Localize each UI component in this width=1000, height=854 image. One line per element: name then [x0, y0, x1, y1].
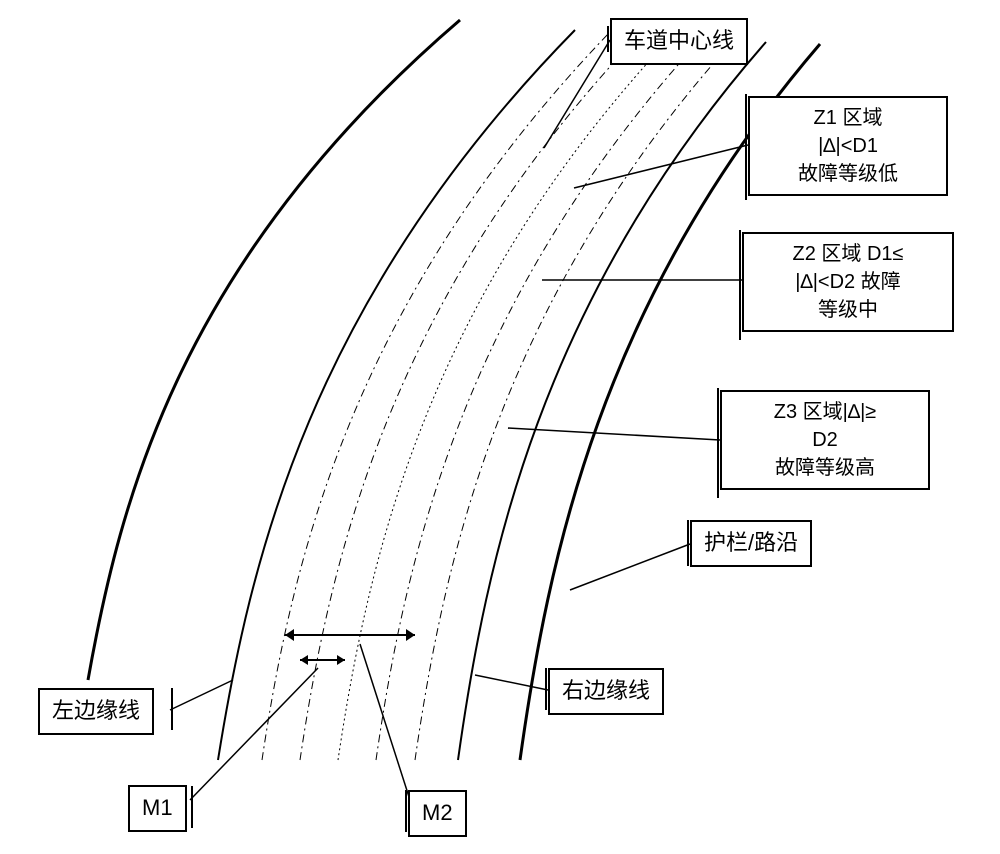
z1-l1: Z1 区域	[762, 104, 934, 132]
label-right-edge: 右边缘线	[548, 668, 664, 715]
z1-l3: 故障等级低	[762, 160, 934, 188]
lane-zone-diagram: 车道中心线 Z1 区域 |∆|<D1 故障等级低 Z2 区域 D1≤ |∆|<D…	[0, 0, 1000, 849]
z3-l2: D2	[734, 426, 916, 454]
m1-arrow	[300, 655, 345, 665]
m2-arrow	[285, 629, 415, 641]
z2-left-curve	[262, 32, 610, 760]
leader-z3	[508, 428, 720, 440]
leader-m2	[360, 644, 410, 800]
z1-l2: |∆|<D1	[762, 132, 934, 160]
leader-right-edge	[475, 675, 548, 690]
text-guardrail: 护栏/路沿	[704, 530, 798, 555]
label-m2: M2	[408, 790, 467, 837]
text-lane-center: 车道中心线	[624, 28, 734, 53]
z3-l3: 故障等级高	[734, 454, 916, 482]
z2-l3: 等级中	[756, 296, 940, 324]
text-m1: M1	[142, 795, 173, 820]
outer-left-curve	[88, 20, 460, 680]
leader-z1	[574, 145, 748, 188]
left-edge-curve	[218, 30, 575, 760]
text-right-edge: 右边缘线	[562, 678, 650, 703]
label-lane-center: 车道中心线	[610, 18, 748, 65]
leader-m1	[190, 668, 318, 800]
center-curve	[338, 36, 672, 760]
leader-left-edge	[170, 680, 233, 710]
text-m2: M2	[422, 800, 453, 825]
label-z1: Z1 区域 |∆|<D1 故障等级低	[748, 96, 948, 196]
z2-l2: |∆|<D2 故障	[756, 268, 940, 296]
label-z2: Z2 区域 D1≤ |∆|<D2 故障 等级中	[742, 232, 954, 332]
z3-l1: Z3 区域|∆|≥	[734, 398, 916, 426]
leader-guardrail	[570, 544, 690, 590]
z1-right-curve	[376, 38, 702, 760]
label-left-edge: 左边缘线	[38, 688, 154, 735]
z2-l1: Z2 区域 D1≤	[756, 240, 940, 268]
label-m1: M1	[128, 785, 187, 832]
label-guardrail: 护栏/路沿	[690, 520, 812, 567]
z1-left-curve	[300, 34, 640, 760]
text-left-edge: 左边缘线	[52, 698, 140, 723]
z2-right-curve	[415, 40, 734, 760]
label-z3: Z3 区域|∆|≥ D2 故障等级高	[720, 390, 930, 490]
